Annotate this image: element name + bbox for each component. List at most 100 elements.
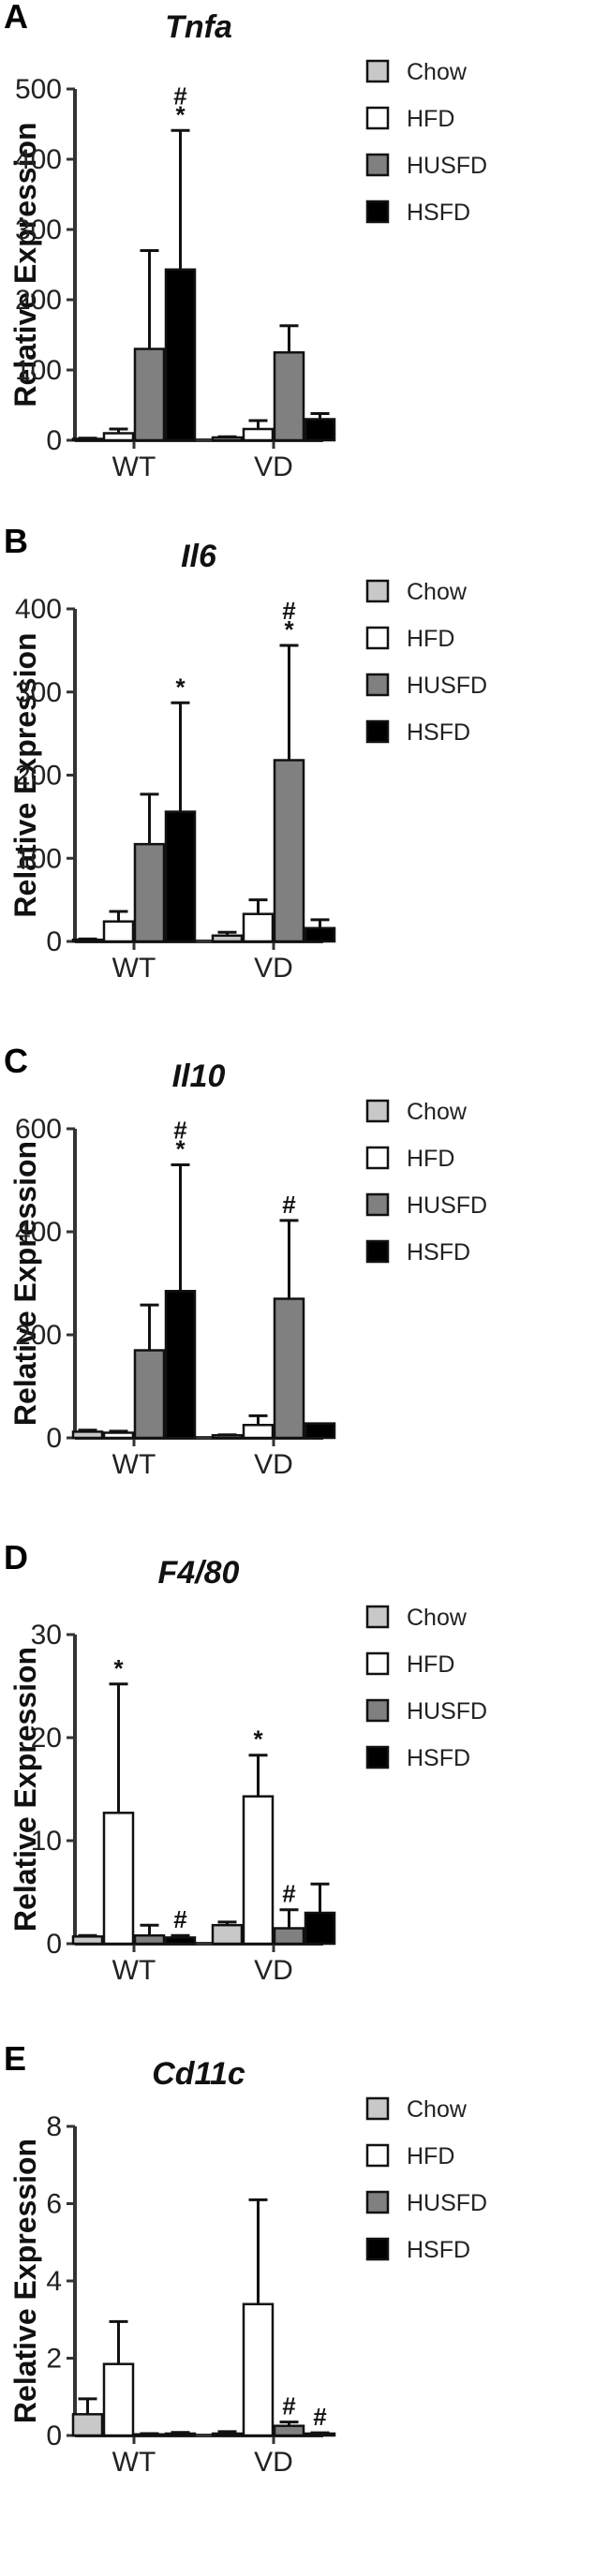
- legend-label: HFD: [407, 1651, 454, 1678]
- bar-hfd-wt: [102, 1431, 135, 1440]
- bar-chow-wt: [71, 1430, 104, 1440]
- y-tick-label: 400: [15, 594, 62, 625]
- bar-hsfd-vd: [304, 1911, 336, 1946]
- y-tick-label: 300: [15, 677, 62, 708]
- legend-label: HSFD: [407, 1745, 470, 1771]
- y-tick-label: 100: [15, 843, 62, 874]
- bar-hsfd-wt: [164, 810, 197, 943]
- y-axis-label: Relative Expression: [8, 1141, 42, 1426]
- legend-swatch-hsfd: [365, 200, 390, 224]
- legend-swatch-husfd: [365, 2190, 390, 2214]
- significance-marker-line: #: [282, 1880, 296, 1908]
- legend-label: HUSFD: [407, 2190, 487, 2216]
- chart-title: Il6: [181, 539, 217, 574]
- significance-marker-line: *: [284, 615, 294, 644]
- significance-marker-line: #: [282, 597, 296, 625]
- bar-chow-vd: [211, 2432, 244, 2437]
- legend-swatch-husfd: [365, 1192, 390, 1217]
- y-axis-label: Relative Expression: [8, 122, 42, 407]
- legend-swatch-hsfd: [365, 2237, 390, 2261]
- significance-marker: #: [282, 1880, 296, 1908]
- bar-hsfd-wt: [164, 268, 197, 442]
- y-tick-label: 10: [31, 1826, 62, 1857]
- legend-label: Chow: [407, 1605, 468, 1631]
- significance-marker: #: [313, 2403, 327, 2431]
- significance-marker: #: [282, 2392, 296, 2421]
- x-tick-label: VD: [254, 2447, 293, 2478]
- significance-marker: *: [253, 1725, 263, 1754]
- significance-marker: #: [282, 1191, 296, 1219]
- legend-label: HUSFD: [407, 1192, 487, 1219]
- chart-title: F4/80: [158, 1555, 240, 1591]
- bar-husfd-vd: [273, 351, 305, 442]
- bar-hsfd-wt: [164, 2432, 197, 2437]
- bar-chow-vd: [211, 934, 244, 943]
- legend-label: HFD: [407, 2143, 454, 2169]
- y-tick-label: 30: [31, 1620, 62, 1651]
- bar-hfd-vd: [242, 2302, 275, 2437]
- y-tick-label: 0: [46, 425, 62, 456]
- bar-hfd-vd: [242, 912, 275, 943]
- legend-swatch-hfd: [365, 2143, 390, 2168]
- bar-hfd-vd: [242, 1795, 275, 1946]
- bar-husfd-wt: [133, 1349, 166, 1440]
- bar-hsfd-vd: [304, 926, 336, 943]
- significance-marker: *: [113, 1654, 124, 1682]
- significance-marker-line: #: [282, 1191, 296, 1219]
- legend-swatch-husfd: [365, 673, 390, 697]
- y-tick-label: 0: [46, 1929, 62, 1960]
- y-tick-label: 0: [46, 1423, 62, 1454]
- chart-title: Tnfa: [165, 9, 232, 45]
- panel-label: E: [4, 2039, 26, 2078]
- bar-hfd-wt: [102, 2362, 135, 2437]
- x-tick-label: WT: [112, 1955, 156, 1986]
- y-tick-label: 400: [15, 144, 62, 175]
- significance-marker-line: #: [173, 1117, 187, 1145]
- significance-marker-line: *: [175, 100, 186, 128]
- legend-swatch-chow: [365, 1605, 390, 1629]
- legend-swatch-chow: [365, 579, 390, 603]
- bar-hfd-wt: [102, 920, 135, 943]
- x-tick-label: WT: [112, 1449, 156, 1480]
- panel-label: B: [4, 522, 28, 560]
- bar-hfd-wt: [102, 1812, 135, 1946]
- legend-label: Chow: [407, 579, 468, 605]
- legend-label: HSFD: [407, 2237, 470, 2263]
- legend-swatch-hfd: [365, 1146, 390, 1170]
- chart-title: Il10: [172, 1059, 226, 1094]
- legend-label: HFD: [407, 106, 454, 132]
- legend-label: HFD: [407, 1146, 454, 1172]
- y-tick-label: 500: [15, 74, 62, 105]
- bar-hfd-vd: [242, 427, 275, 442]
- y-tick-label: 600: [15, 1114, 62, 1145]
- bar-hsfd-vd: [304, 418, 336, 442]
- legend-swatch-husfd: [365, 1698, 390, 1723]
- significance-marker-line: *: [175, 1135, 186, 1163]
- chart-title: Cd11c: [152, 2056, 245, 2092]
- y-tick-label: 200: [15, 1320, 62, 1351]
- panel-label: D: [4, 1538, 28, 1577]
- y-tick-label: 6: [46, 2189, 62, 2220]
- bar-hfd-wt: [102, 432, 135, 442]
- significance-marker: #: [173, 1905, 187, 1933]
- legend-label: HSFD: [407, 719, 470, 746]
- significance-marker: # *: [173, 81, 187, 128]
- bar-hfd-vd: [242, 1424, 275, 1440]
- panel-label: C: [4, 1042, 28, 1080]
- significance-marker-line: #: [173, 1905, 187, 1933]
- legend-label: Chow: [407, 2096, 468, 2123]
- y-tick-label: 0: [46, 2421, 62, 2451]
- legend-swatch-husfd: [365, 153, 390, 177]
- legend-swatch-chow: [365, 1099, 390, 1123]
- legend-swatch-hfd: [365, 106, 390, 130]
- legend-swatch-chow: [365, 59, 390, 83]
- legend-swatch-hsfd: [365, 1745, 390, 1769]
- legend-label: HSFD: [407, 1239, 470, 1266]
- bar-husfd-vd: [273, 1927, 305, 1946]
- significance-marker-line: *: [175, 673, 186, 701]
